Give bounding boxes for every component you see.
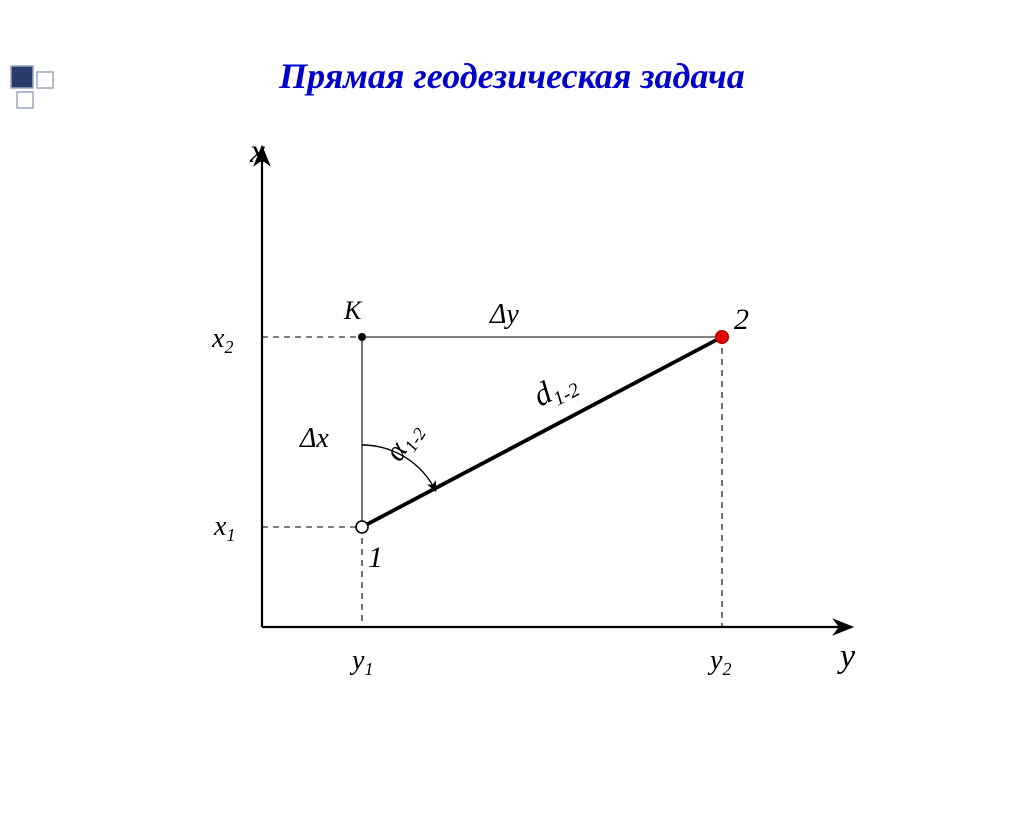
- svg-text:Δy: Δy: [489, 299, 519, 330]
- svg-text:x2: x2: [211, 323, 233, 357]
- label-x-axis: x: [249, 133, 265, 170]
- label-x2: x2: [211, 323, 233, 357]
- label-delta-y: Δy: [489, 299, 519, 330]
- svg-text:x1: x1: [213, 511, 235, 545]
- decoration-svg: [8, 63, 68, 123]
- svg-text:x: x: [249, 133, 265, 170]
- svg-text:Δx: Δx: [299, 423, 329, 454]
- svg-text:d1-2: d1-2: [527, 362, 584, 418]
- label-alpha12: α1-2: [378, 416, 430, 469]
- svg-text:1: 1: [368, 541, 383, 574]
- label-y2: y2: [707, 645, 731, 679]
- page-title: Прямая геодезическая задача: [0, 55, 1024, 97]
- label-y1: y1: [349, 645, 373, 679]
- svg-text:К: К: [343, 296, 363, 325]
- deco-square-outline-1: [37, 72, 53, 88]
- label-y-axis: y: [837, 638, 856, 675]
- svg-text:y1: y1: [349, 645, 373, 679]
- svg-text:y2: y2: [707, 645, 731, 679]
- label-delta-x: Δx: [299, 423, 329, 454]
- corner-decoration: [8, 63, 68, 128]
- deco-square-outline-2: [17, 92, 33, 108]
- diagram-container: x y x1 x2 y1 y2 К 1 2 Δx Δy d1-2 α1-2: [0, 107, 1024, 707]
- label-point-1: 1: [368, 541, 383, 574]
- svg-text:α1-2: α1-2: [378, 416, 430, 469]
- label-K: К: [343, 296, 363, 325]
- label-x1: x1: [213, 511, 235, 545]
- label-point-2: 2: [734, 303, 749, 336]
- svg-text:2: 2: [734, 303, 749, 336]
- svg-text:y: y: [837, 638, 856, 675]
- geodesic-diagram: x y x1 x2 y1 y2 К 1 2 Δx Δy d1-2 α1-2: [142, 107, 882, 707]
- deco-square-filled: [11, 66, 33, 88]
- label-d12: d1-2: [527, 362, 584, 418]
